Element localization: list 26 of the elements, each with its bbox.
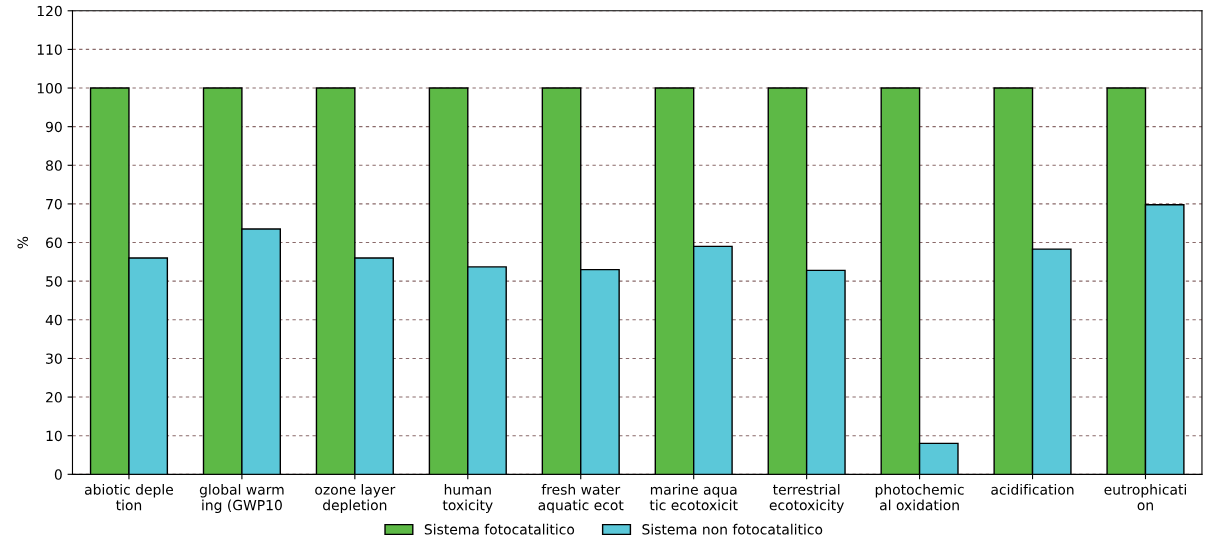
y-tick-label: 20: [46, 392, 62, 403]
legend-label: Sistema non fotocatalitico: [642, 523, 823, 535]
y-tick-label: 90: [45, 121, 62, 133]
x-tick-label: marine aqua tic ecotoxicit: [649, 484, 738, 511]
x-tick-label: acidification: [991, 484, 1074, 495]
y-tick-label: 60: [46, 237, 62, 249]
x-tick-label: photochemic al oxidation: [875, 484, 964, 511]
y-tick-label: 80: [46, 160, 62, 171]
y-tick-label: 40: [45, 314, 62, 326]
x-tick-label: human toxicity: [442, 484, 493, 514]
legend-label: Sistema fotocatalitico: [424, 523, 575, 535]
y-tick-label: 110: [37, 44, 62, 55]
y-tick-label: 120: [37, 5, 62, 17]
y-axis-title: %: [17, 236, 28, 249]
y-tick-label: 100: [37, 83, 62, 94]
x-tick-label: terrestrial ecotoxicity: [769, 484, 844, 514]
y-tick-label: 70: [46, 198, 62, 210]
x-tick-label: fresh water aquatic ecot: [538, 484, 624, 514]
x-tick-label: abiotic deple tion: [84, 484, 174, 511]
x-tick-label: eutrophicati on: [1104, 484, 1186, 511]
y-tick-label: 10: [46, 430, 62, 442]
x-tick-label: ozone layer depletion: [315, 484, 396, 514]
y-tick-label: 50: [46, 276, 62, 287]
x-tick-label: global warm ing (GWP10: [199, 484, 284, 514]
y-tick-label: 30: [46, 353, 62, 364]
y-tick-label: 0: [54, 469, 62, 480]
